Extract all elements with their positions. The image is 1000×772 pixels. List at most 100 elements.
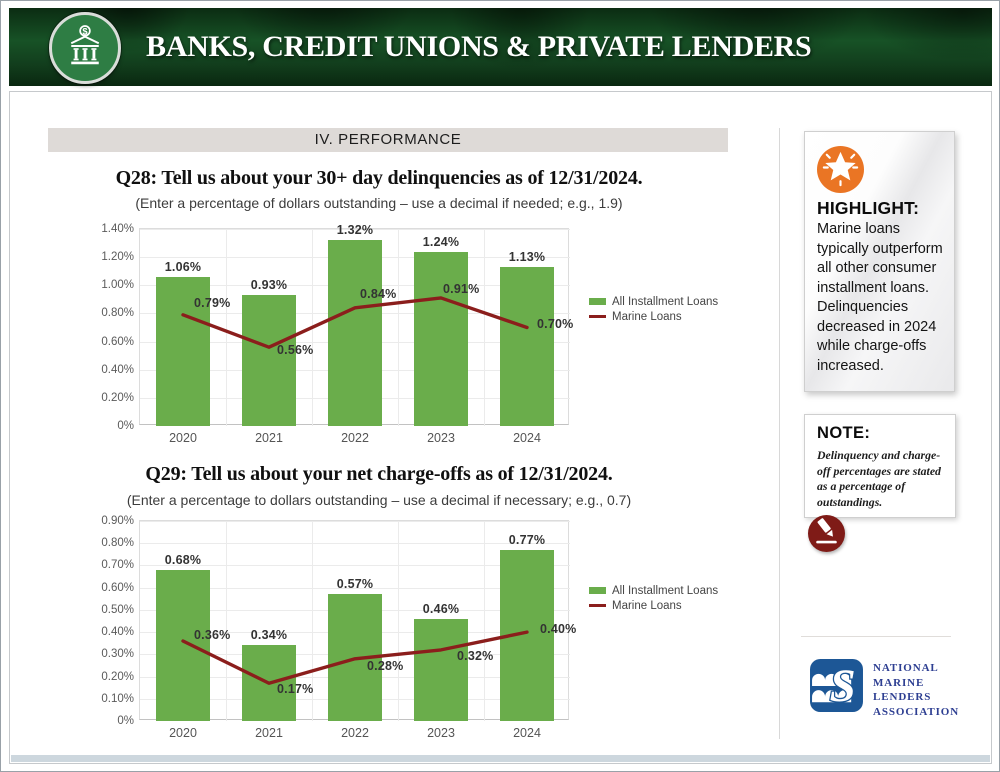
- legend-item-installment: All Installment Loans: [589, 583, 718, 598]
- line-value-label: 0.32%: [457, 648, 494, 663]
- line-value-label: 0.70%: [537, 316, 574, 331]
- page-title: BANKS, CREDIT UNIONS & PRIVATE LENDERS: [146, 30, 812, 63]
- gridline: [140, 543, 570, 545]
- y-axis-label: 0.20%: [101, 391, 134, 404]
- bar-2024: [500, 266, 554, 426]
- note-heading: NOTE:: [817, 424, 871, 442]
- y-axis-label: 0.30%: [101, 648, 134, 661]
- bar-value-label: 1.24%: [422, 234, 460, 249]
- y-axis-label: 0.60%: [101, 581, 134, 594]
- y-axis-label: 0.70%: [101, 559, 134, 572]
- y-axis-label: 1.40%: [101, 223, 134, 235]
- gridline: [140, 229, 570, 230]
- y-axis-label: 0.80%: [101, 307, 134, 320]
- y-axis-label: 0.20%: [101, 670, 134, 683]
- pencil-badge: [808, 515, 845, 552]
- nmla-line: LENDERS: [873, 691, 932, 703]
- bar-value-label: 0.57%: [336, 577, 374, 592]
- bar-2020: [156, 276, 210, 426]
- nmla-line: NATIONAL: [873, 662, 939, 674]
- x-axis-label: 2021: [255, 726, 283, 740]
- gridline: [226, 229, 227, 426]
- gridline: [312, 521, 313, 721]
- legend-label: All Installment Loans: [612, 584, 719, 597]
- legend-label: Marine Loans: [612, 599, 682, 612]
- gridline: [398, 229, 399, 426]
- y-axis-label: 0.80%: [101, 537, 134, 550]
- bar-2020: [156, 569, 210, 721]
- chart1-plot-area: 0% 0.20% 0.40% 0.60% 0.80% 1.00% 1.20% 1.40% 1.0…: [101, 223, 573, 445]
- bar-series-swatch: [589, 298, 606, 305]
- line-value-label: 0.28%: [367, 658, 404, 673]
- x-axis-label: 2020: [169, 726, 197, 740]
- svg-text:$: $: [82, 26, 88, 36]
- x-axis-label: 2021: [255, 431, 283, 445]
- section-header: IV. PERFORMANCE: [48, 128, 728, 152]
- bar-value-label: 0.93%: [250, 278, 288, 293]
- bar-2023: [414, 618, 468, 721]
- y-axis-label: 0.50%: [101, 603, 134, 616]
- bottom-strip: [11, 755, 990, 762]
- x-axis-label: 2022: [341, 726, 369, 740]
- line-value-label: 0.79%: [194, 295, 231, 310]
- bar-2022: [328, 240, 382, 426]
- bar-value-label: 0.34%: [250, 628, 288, 643]
- nmla-logo: S NATIONAL MARINE LENDERS ASSOCIATION: [809, 658, 959, 719]
- marine-loans-line: [181, 296, 529, 349]
- chart2-title: Q29: Tell us about your net charge-offs …: [145, 463, 613, 485]
- nmla-line: MARINE: [873, 676, 925, 689]
- gridline: [140, 587, 570, 589]
- nmla-logo-text: NATIONAL MARINE LENDERS ASSOCIATION: [873, 658, 959, 719]
- legend-item-marine: Marine Loans: [589, 598, 718, 613]
- legend-item-marine: Marine Loans: [589, 309, 718, 324]
- chart1-subtitle: (Enter a percentage of dollars outstandi…: [135, 195, 623, 211]
- chart2-legend: All Installment Loans Marine Loans: [589, 583, 718, 613]
- svg-text:S: S: [830, 660, 856, 712]
- legend-label: Marine Loans: [612, 310, 682, 323]
- y-axis-label: 0.10%: [101, 692, 134, 705]
- logo-divider: [801, 636, 951, 637]
- legend-label: All Installment Loans: [612, 295, 719, 308]
- gridline: [398, 521, 399, 721]
- highlight-box: HIGHLIGHT: Marine loans typically outper…: [804, 131, 955, 392]
- legend-item-installment: All Installment Loans: [589, 294, 718, 309]
- y-axis-label: 0%: [117, 420, 134, 432]
- chart1-title: Q28: Tell us about your 30+ day delinque…: [115, 167, 643, 189]
- star-badge: [817, 146, 864, 193]
- line-value-label: 0.91%: [443, 281, 480, 296]
- bank-columns-icon: $: [63, 24, 107, 73]
- marine-loans-line: [181, 630, 529, 685]
- bar-value-label: 0.68%: [164, 552, 202, 567]
- line-series-swatch: [589, 604, 606, 607]
- chart2-subtitle: (Enter a percentage to dollars outstandi…: [126, 492, 632, 508]
- bar-value-label: 1.13%: [508, 249, 546, 264]
- line-series-swatch: [589, 315, 606, 318]
- x-axis-label: 2024: [513, 726, 541, 740]
- y-axis-label: 0.40%: [101, 626, 134, 639]
- chart1-legend: All Installment Loans Marine Loans: [589, 294, 718, 324]
- line-value-label: 0.36%: [194, 628, 231, 642]
- note-body: Delinquency and charge-off percentages a…: [817, 448, 941, 509]
- vertical-divider: [779, 128, 780, 739]
- bar-2023: [414, 251, 468, 426]
- gridline: [484, 229, 485, 426]
- highlight-body: Marine loans typically outperform all ot…: [817, 221, 943, 374]
- y-axis-label: 0%: [117, 715, 134, 727]
- y-axis-label: 0.90%: [101, 515, 134, 527]
- x-axis-label: 2024: [513, 431, 541, 445]
- line-value-label: 0.84%: [360, 286, 397, 301]
- nmla-line: ASSOCIATION: [873, 705, 960, 718]
- gridline: [140, 565, 570, 567]
- chart2-plot-area: 0% 0.10% 0.20% 0.30% 0.40% 0.50% 0.60% 0.70% 0.8…: [101, 515, 576, 740]
- gridline: [484, 521, 485, 721]
- note-box: NOTE: Delinquency and charge-off percent…: [804, 414, 956, 518]
- x-axis-label: 2022: [341, 431, 369, 445]
- line-value-label: 0.40%: [540, 622, 577, 637]
- bar-value-label: 1.06%: [164, 259, 202, 274]
- highlight-heading: HIGHLIGHT:: [817, 198, 920, 218]
- line-value-label: 0.56%: [277, 343, 314, 358]
- y-axis-label: 0.60%: [101, 335, 134, 348]
- y-axis-label: 1.20%: [101, 251, 134, 264]
- nmla-waves-icon: S: [809, 658, 864, 713]
